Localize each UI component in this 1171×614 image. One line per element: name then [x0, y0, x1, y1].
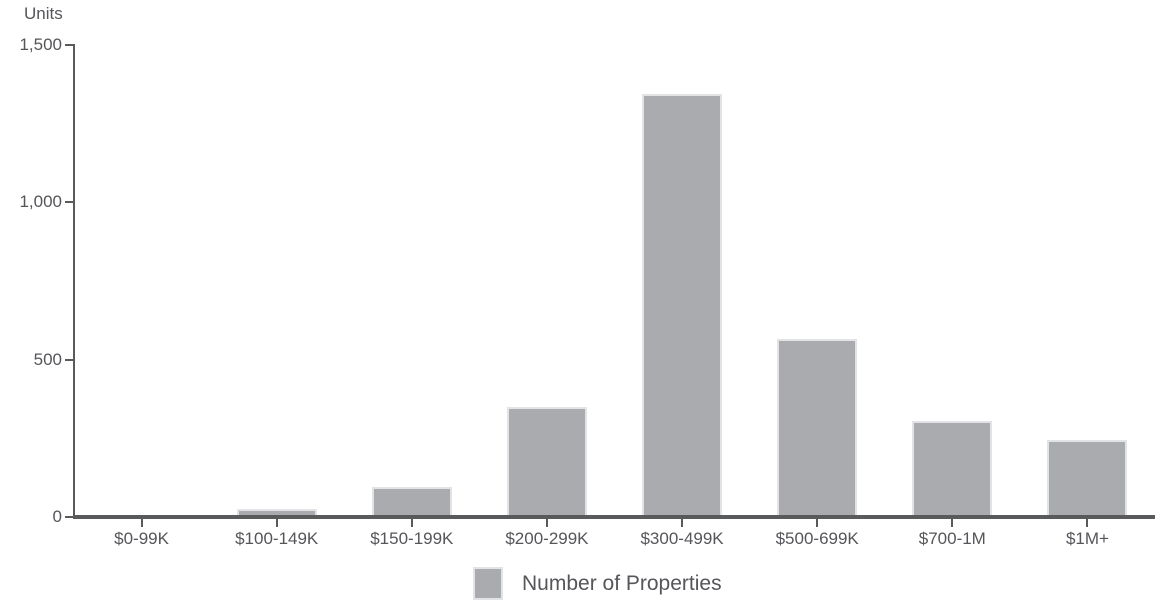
x-axis-tick	[275, 519, 278, 527]
bar-$150-199K	[371, 487, 452, 515]
x-axis-label: $200-299K	[505, 529, 589, 548]
y-axis-line	[73, 44, 75, 519]
y-axis-tick-label: 1,000	[19, 192, 62, 212]
x-axis-tick	[1086, 519, 1089, 527]
legend: Number of Properties	[473, 567, 722, 600]
x-axis-tick	[140, 519, 143, 527]
x-axis-label: $150-199K	[370, 529, 454, 548]
y-axis-tick-label: 1,500	[19, 35, 62, 54]
x-axis-label: $0-99K	[114, 529, 169, 548]
x-axis-tick	[545, 519, 548, 527]
x-axis-tick	[951, 519, 954, 527]
x-axis-line	[73, 515, 1155, 519]
bar-$500-699K	[777, 339, 858, 515]
x-axis-label: $700-1M	[918, 529, 986, 548]
x-axis-label: $500-699K	[775, 529, 859, 548]
y-axis-tick	[65, 201, 73, 204]
x-axis-label: $100-149K	[235, 529, 319, 548]
x-axis-tick	[816, 519, 819, 527]
y-axis-tick-label: 500	[33, 349, 62, 369]
bar-$200-299K	[506, 406, 587, 515]
y-axis-tick-label: 0	[52, 507, 62, 526]
bar-$1M+	[1047, 439, 1128, 515]
x-axis-label: $1M+	[1065, 529, 1109, 548]
x-axis-tick	[410, 519, 413, 527]
bar-$700-1M	[912, 421, 993, 515]
x-axis-tick	[681, 519, 684, 527]
bar-$300-499K	[642, 93, 723, 515]
bar-$100-149K	[236, 509, 317, 515]
y-axis-title: Units	[24, 4, 63, 23]
y-axis-tick	[65, 44, 73, 46]
x-axis-label: $300-499K	[640, 529, 724, 548]
legend-label: Number of Properties	[522, 571, 722, 595]
y-axis-tick	[65, 358, 73, 361]
legend-swatch	[473, 567, 503, 600]
y-axis-tick	[65, 516, 73, 518]
